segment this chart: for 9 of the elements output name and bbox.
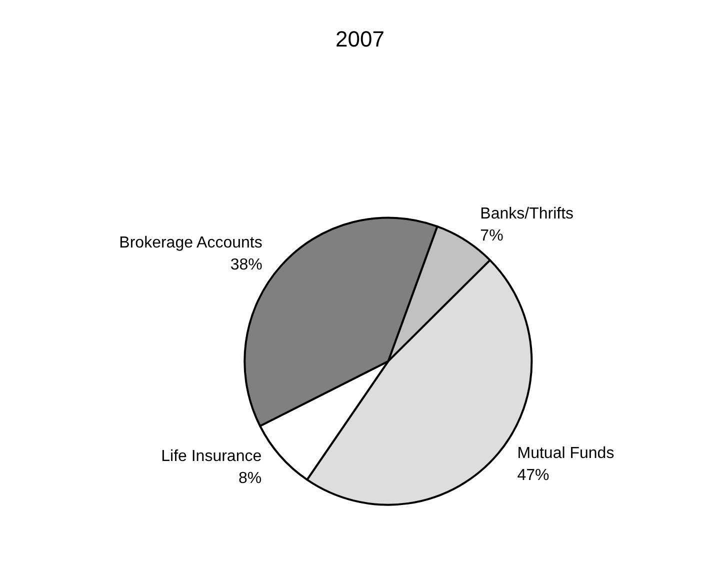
data-label: 47% xyxy=(517,467,550,484)
slice-label: Brokerage Accounts xyxy=(119,234,262,252)
slice-label: Mutual Funds xyxy=(517,445,614,462)
data-label: 38% xyxy=(230,256,262,274)
data-label: 8% xyxy=(238,470,262,488)
slice-label: Life Insurance xyxy=(161,448,262,466)
slice-label: Banks/Thrifts xyxy=(480,206,574,223)
data-label: 7% xyxy=(480,228,504,245)
chart-title: 2007 xyxy=(336,26,384,52)
